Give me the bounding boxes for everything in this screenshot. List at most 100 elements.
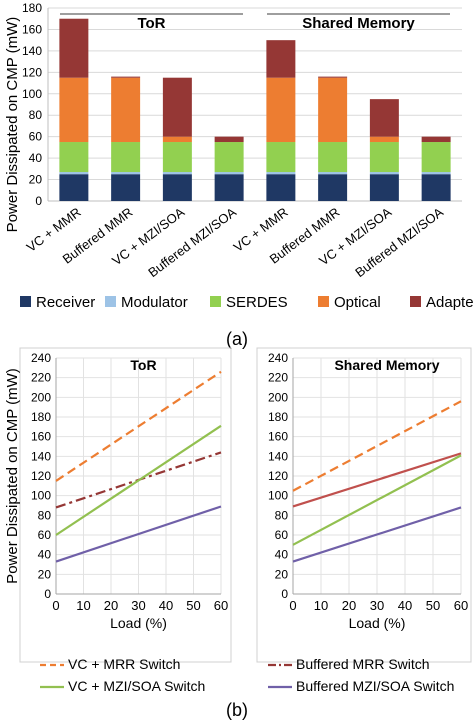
legend-label: VC + MRR Switch	[68, 656, 180, 672]
bar-segment-serdes	[162, 142, 192, 173]
bar-chart-legend: Receiver Modulator SERDES Optical Adapter	[20, 294, 474, 311]
series-line-vc-mrr-switch	[292, 400, 462, 492]
bar-segment-modulator	[421, 172, 451, 175]
y-tick-label: 60	[275, 528, 289, 542]
y-tick-label: 120	[22, 65, 42, 79]
y-tick-label: 180	[268, 410, 288, 424]
bar-segment-modulator	[318, 172, 348, 175]
y-tick-label: 20	[38, 567, 52, 581]
x-tick-label: 30	[370, 598, 384, 613]
series-line-buffered-mrr-switch	[292, 452, 462, 508]
bar-segment-serdes	[266, 142, 296, 173]
series-line-vc-mzi-soa-switch	[292, 454, 462, 546]
y-tick-label: 60	[29, 130, 43, 144]
bar-segment-optical	[59, 77, 89, 143]
line-chart-tor: 0 20 40 60 80 100 120 140 160 180 200 220 240 0 10 20 30…	[4, 347, 232, 663]
y-tick-label: 100	[22, 87, 42, 101]
y-tick-label: 240	[31, 351, 51, 365]
chart-title: Shared Memory	[334, 357, 439, 373]
bar-segment-serdes	[421, 142, 451, 173]
bar-segment-adapter	[214, 136, 244, 143]
legend-swatch	[105, 296, 116, 307]
bar-segment-receiver	[59, 174, 89, 201]
chart-frame	[256, 347, 472, 663]
x-tick-label: 10	[76, 598, 90, 613]
bar-segment-optical	[369, 136, 399, 143]
x-tick-label: 40	[159, 598, 173, 613]
y-tick-label: 220	[268, 371, 288, 385]
bar-segment-modulator	[214, 172, 244, 175]
line-chart-shared-memory: 0 20 40 60 80 100 120 140 160 180 200 220 240 0 10 20 30…	[256, 347, 472, 663]
bar-segment-adapter	[266, 40, 296, 78]
legend-label: VC + MZI/SOA Switch	[68, 678, 205, 694]
y-tick-label: 140	[268, 449, 288, 463]
y-tick-label: 180	[22, 1, 42, 15]
bar-segment-adapter	[369, 99, 399, 137]
y-tick-label: 40	[29, 151, 43, 165]
x-tick-label: Buffered MZI/SOA	[352, 204, 446, 280]
bar-segment-serdes	[111, 142, 141, 173]
x-tick-label: 20	[342, 598, 356, 613]
legend-label: Modulator	[121, 294, 188, 311]
y-tick-label: 80	[38, 508, 52, 522]
series-line-buffered-mzi-soa-switch	[292, 506, 462, 563]
x-tick-label: 10	[314, 598, 328, 613]
bar-segment-serdes	[318, 142, 348, 173]
legend-swatch	[210, 296, 221, 307]
bar-segment-modulator	[266, 172, 296, 175]
bar-segment-modulator	[59, 172, 89, 175]
y-tick-label: 140	[31, 449, 51, 463]
y-tick-label: 200	[31, 390, 51, 404]
y-tick-label: 40	[38, 548, 52, 562]
bar-segment-receiver	[111, 174, 141, 201]
legend-label: Optical	[334, 294, 381, 311]
y-tick-label: 100	[268, 489, 288, 503]
x-tick-label: 40	[398, 598, 412, 613]
x-tick-label: 0	[289, 598, 296, 613]
legend-label: Adapter	[426, 294, 474, 311]
legend-label: Buffered MRR Switch	[296, 656, 430, 672]
bar-segment-adapter	[59, 18, 89, 78]
bar-segment-modulator	[369, 172, 399, 175]
x-tick-label: 0	[52, 598, 59, 613]
x-axis-title: Load (%)	[349, 615, 406, 631]
x-tick-label: 60	[454, 598, 468, 613]
series-line-buffered-mzi-soa-switch	[55, 505, 222, 563]
caption-a: (a)	[226, 329, 248, 349]
bar-segment-adapter	[111, 76, 141, 78]
series-line-vc-mrr-switch	[55, 370, 222, 482]
y-tick-label: 0	[44, 587, 51, 601]
bar-segment-optical	[266, 77, 296, 143]
x-tick-label: Buffered MZI/SOA	[145, 204, 239, 280]
bar-segment-receiver	[318, 174, 348, 201]
y-tick-label: 160	[268, 430, 288, 444]
y-tick-label: 180	[31, 410, 51, 424]
chart-title: ToR	[130, 357, 156, 373]
legend-swatch	[20, 296, 31, 307]
y-axis-title: Power Dissipated on CMP (mW)	[4, 368, 21, 584]
bar-segment-adapter	[162, 77, 192, 137]
y-axis-title: Power Dissipated on CMP (mW)	[4, 17, 21, 233]
y-tick-label: 20	[29, 173, 43, 187]
chart-frame	[19, 347, 232, 663]
y-tick-label: 80	[275, 508, 289, 522]
bar-segment-receiver	[266, 174, 296, 201]
y-tick-label: 200	[268, 390, 288, 404]
legend-label: Buffered MZI/SOA Switch	[296, 678, 454, 694]
x-tick-label: 30	[131, 598, 145, 613]
bar-segment-receiver	[214, 174, 244, 201]
bar-segment-adapter	[318, 76, 348, 78]
y-tick-label: 20	[275, 567, 289, 581]
bar-segment-serdes	[369, 142, 399, 173]
group-label: ToR	[137, 15, 165, 32]
x-tick-label: 60	[214, 598, 228, 613]
y-tick-label: 0	[281, 587, 288, 601]
legend-label: Receiver	[36, 294, 95, 311]
bar-segment-modulator	[162, 172, 192, 175]
x-tick-label: 50	[426, 598, 440, 613]
bar-segment-serdes	[59, 142, 89, 173]
bar-segment-serdes	[214, 142, 244, 173]
y-tick-label: 0	[35, 194, 42, 208]
y-tick-label: 100	[31, 489, 51, 503]
